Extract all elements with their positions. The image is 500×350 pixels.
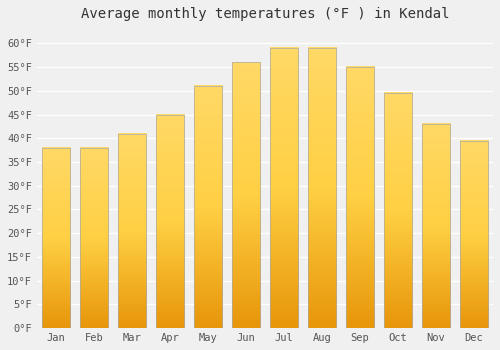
Title: Average monthly temperatures (°F ) in Kendal: Average monthly temperatures (°F ) in Ke…: [80, 7, 449, 21]
Bar: [308, 48, 336, 328]
Bar: [42, 148, 70, 328]
Bar: [422, 124, 450, 328]
Bar: [460, 141, 488, 328]
Bar: [232, 62, 260, 328]
Bar: [118, 133, 146, 328]
Bar: [384, 93, 412, 328]
Bar: [270, 48, 298, 328]
Bar: [80, 148, 108, 328]
Bar: [346, 67, 374, 328]
Bar: [194, 86, 222, 328]
Bar: [156, 114, 184, 328]
